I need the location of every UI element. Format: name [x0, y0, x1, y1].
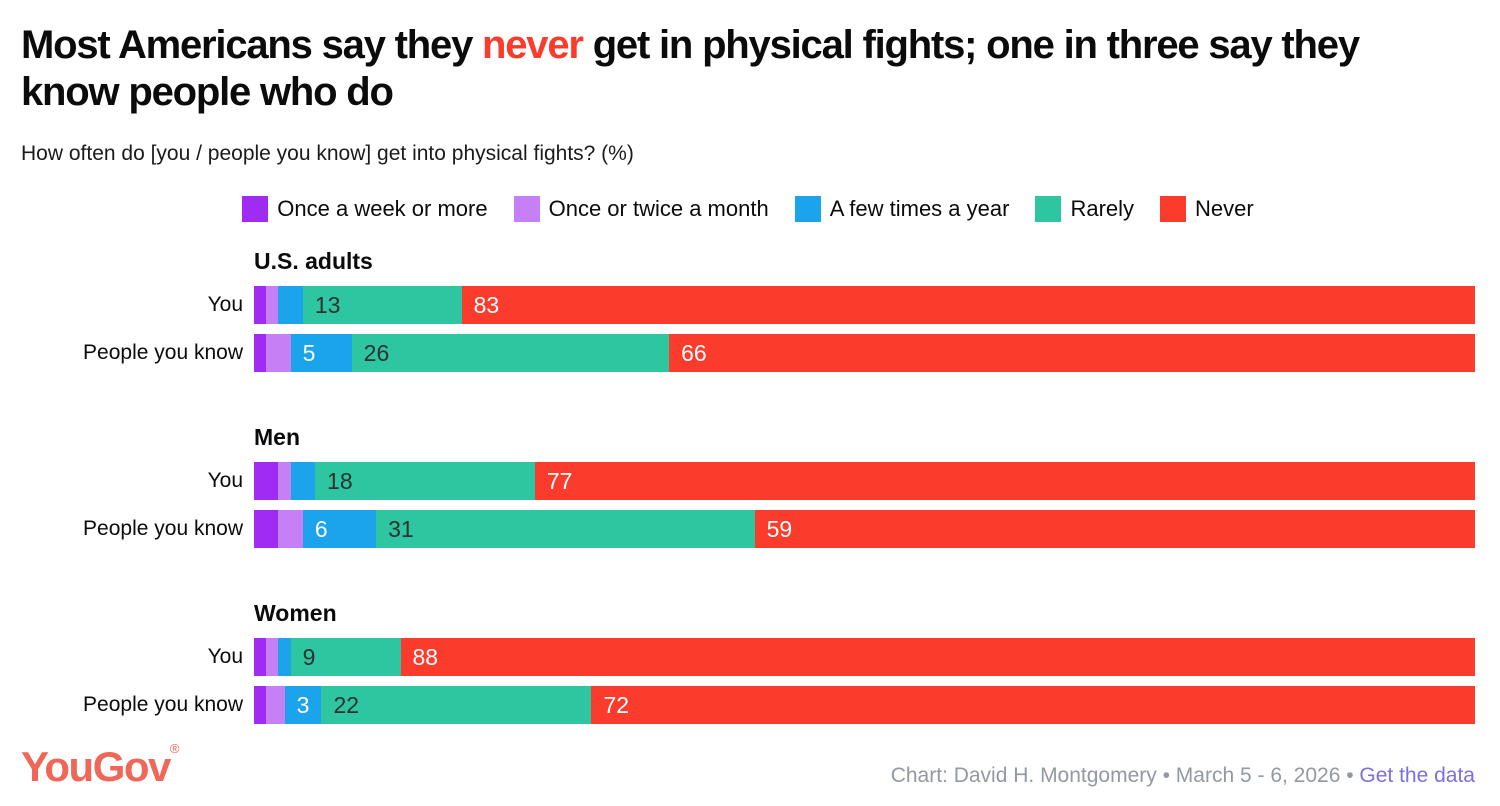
bar-row: People you know 5 26 66 [21, 334, 1475, 373]
bar-segment [266, 686, 285, 725]
bar-segment: 59 [754, 510, 1476, 549]
bar-row: You 18 77 [21, 462, 1475, 501]
bar-segment: 18 [315, 462, 535, 501]
bar-row: People you know 6 31 59 [21, 510, 1476, 549]
value-label: 88 [412, 643, 439, 670]
legend-label: Never [1195, 196, 1254, 222]
legend-label: Once or twice a month [548, 196, 769, 222]
bar-track: 3 22 72 [254, 686, 1475, 725]
bar-segment [290, 462, 316, 501]
legend-item: Rarely [1035, 196, 1135, 223]
bar-segment [254, 510, 279, 549]
value-label: 22 [333, 691, 360, 718]
bar-track: 13 83 [254, 286, 1475, 325]
bar-track: 9 88 [254, 638, 1475, 677]
legend-item: Never [1160, 196, 1254, 223]
bar-segment: 9 [290, 638, 401, 677]
value-label: 13 [314, 291, 341, 318]
bar-segment [254, 686, 267, 725]
chart-title: Most Americans say they never get in phy… [21, 22, 1441, 116]
bar-segment: 66 [669, 334, 1475, 373]
chart-group: U.S. adults You 13 83 People you know 5 26 66 [21, 248, 1475, 373]
bar-segment: 26 [351, 334, 670, 373]
credit-text: Chart: David H. Montgomery • March 5 - 6… [890, 764, 1360, 787]
bar-segment [254, 286, 267, 325]
bar-row: People you know 3 22 72 [21, 686, 1475, 725]
value-label: 3 [296, 691, 310, 718]
bar-segment: 72 [591, 686, 1475, 725]
value-label: 66 [681, 339, 707, 366]
bar-segment [278, 638, 291, 677]
group-title: U.S. adults [254, 248, 373, 275]
legend-item: Once or twice a month [513, 196, 769, 223]
bar-track: 5 26 66 [254, 334, 1475, 373]
bar-segment [254, 638, 267, 677]
bar-segment [266, 638, 279, 677]
legend-swatch-icon [242, 196, 269, 223]
value-label: 6 [314, 515, 328, 542]
title-prefix: Most Americans say they [21, 23, 483, 67]
legend-label: Once a week or more [277, 196, 488, 222]
row-label: People you know [83, 517, 243, 541]
bar-segment: 5 [290, 334, 352, 373]
legend-label: Rarely [1070, 196, 1135, 222]
chart-subtitle: How often do [you / people you know] get… [21, 142, 634, 166]
bar-segment [254, 462, 279, 501]
bar-segment: 13 [302, 286, 462, 325]
bar-segment [278, 286, 303, 325]
bar-row: You 13 83 [21, 286, 1475, 325]
bar-track: 6 31 59 [254, 510, 1476, 549]
bar-segment: 88 [400, 638, 1475, 677]
bar-segment [266, 334, 291, 373]
value-label: 5 [302, 339, 316, 366]
value-label: 59 [766, 515, 793, 542]
row-label: People you know [83, 693, 243, 717]
group-title: Women [254, 600, 337, 627]
registered-trademark-icon: ® [169, 741, 180, 756]
bar-segment: 83 [461, 286, 1475, 325]
get-the-data-link[interactable]: Get the data [1359, 764, 1475, 787]
legend-item: Once a week or more [242, 196, 488, 223]
legend-swatch-icon [513, 196, 540, 223]
bar-segment: 22 [321, 686, 592, 725]
chart-group: Women You 9 88 People you know 3 22 72 [21, 600, 1475, 725]
bar-row: You 9 88 [21, 638, 1475, 677]
bar-track: 18 77 [254, 462, 1475, 501]
bar-segment: 6 [302, 510, 377, 549]
value-label: 18 [327, 467, 353, 494]
bar-segment: 3 [284, 686, 322, 725]
title-highlight-word: never [482, 23, 584, 67]
legend: Once a week or more Once or twice a month… [21, 196, 1475, 223]
row-label: You [207, 469, 243, 493]
bar-segment [278, 462, 291, 501]
chart-credit: Chart: David H. Montgomery • March 5 - 6… [891, 764, 1475, 788]
legend-label: A few times a year [829, 196, 1010, 222]
footer: YouGov® Chart: David H. Montgomery • Mar… [21, 742, 1475, 788]
legend-swatch-icon [1160, 196, 1187, 223]
value-label: 31 [388, 515, 414, 542]
value-label: 77 [546, 467, 573, 494]
row-label: You [207, 293, 243, 317]
logo-text: YouGov [21, 743, 171, 790]
bar-segment [266, 286, 279, 325]
chart: U.S. adults You 13 83 People you know 5 26 66 Me… [21, 248, 1476, 725]
row-label: You [207, 645, 243, 669]
legend-swatch-icon [1035, 196, 1062, 223]
bar-segment [278, 510, 303, 549]
value-label: 9 [302, 643, 316, 670]
value-label: 72 [603, 691, 630, 718]
yougov-logo: YouGov® [21, 742, 179, 788]
legend-item: A few times a year [794, 196, 1010, 223]
group-title: Men [254, 424, 300, 451]
legend-swatch-icon [794, 196, 821, 223]
row-label: People you know [83, 341, 243, 365]
value-label: 26 [363, 339, 390, 366]
title-suffix: get in physical fights; one in three say… [21, 23, 1360, 115]
chart-group: Men You 18 77 People you know 6 31 59 [21, 424, 1476, 549]
bar-segment [254, 334, 267, 373]
bar-segment: 77 [534, 462, 1475, 501]
value-label: 83 [473, 291, 500, 318]
bar-segment: 31 [376, 510, 755, 549]
